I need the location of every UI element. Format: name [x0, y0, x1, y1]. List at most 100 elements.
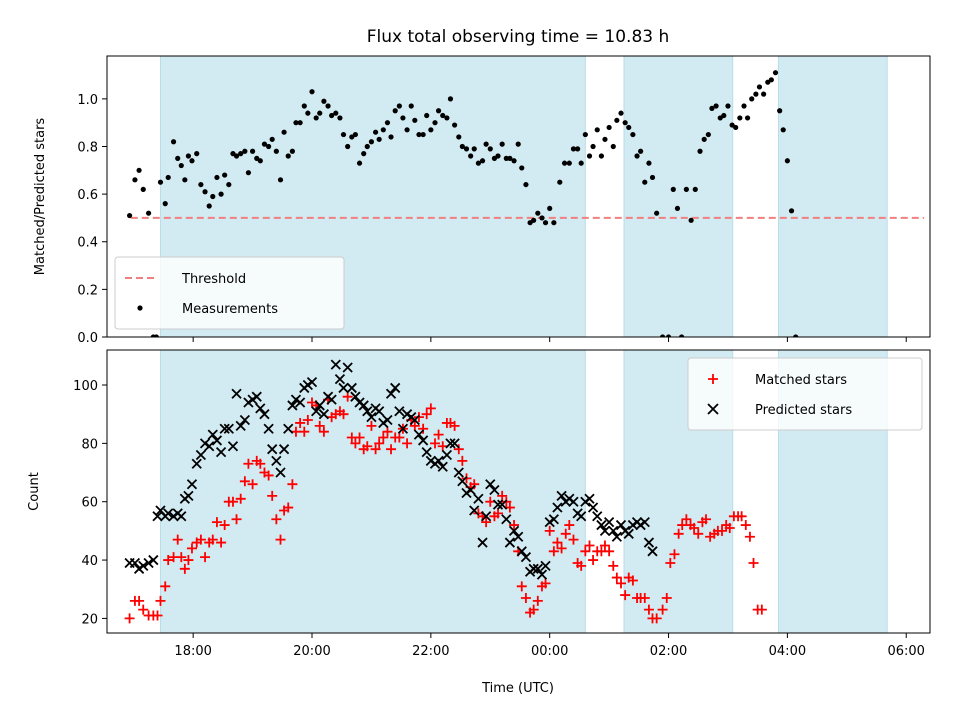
data-point [660, 334, 666, 337]
data-point [504, 502, 515, 513]
data-point [578, 160, 584, 166]
data-point [306, 376, 318, 388]
legend-swatch [137, 305, 143, 311]
data-point [374, 438, 385, 449]
data-point [639, 516, 650, 528]
data-point [457, 476, 468, 487]
data-point [753, 91, 759, 97]
data-point [321, 98, 327, 104]
data-point [497, 490, 508, 501]
data-point [278, 444, 290, 455]
data-point [552, 502, 563, 513]
ratio-panel: 0.0 0.2 0.4 0.6 0.8 1.0 Matched/Predicted star… [33, 55, 931, 346]
data-point [129, 557, 141, 569]
data-point [721, 112, 727, 119]
data-point [162, 201, 168, 207]
data-point [380, 127, 386, 133]
data-point [705, 131, 711, 138]
data-point [207, 429, 218, 440]
data-point [233, 153, 240, 159]
data-point [305, 110, 311, 116]
data-point [170, 139, 177, 145]
data-point [183, 490, 194, 502]
data-point [614, 117, 620, 123]
data-point [489, 484, 500, 496]
data-point [777, 108, 783, 114]
data-point [679, 334, 685, 337]
x-tick-label: 04:00 [769, 644, 806, 659]
data-point [132, 177, 138, 183]
data-point [556, 543, 567, 554]
data-point [556, 490, 567, 502]
data-point [568, 496, 579, 507]
data-point [453, 467, 464, 478]
legend-swatch [708, 374, 718, 384]
data-point [580, 546, 591, 557]
data-point [386, 444, 397, 455]
data-point [582, 131, 588, 138]
data-point [744, 531, 755, 542]
data-point [590, 143, 596, 150]
data-point [302, 415, 313, 426]
data-point [692, 186, 698, 192]
data-point [485, 479, 496, 490]
data-point [362, 441, 373, 452]
data-point [532, 563, 543, 574]
data-point [616, 578, 627, 589]
data-point [627, 575, 638, 586]
data-point [457, 455, 468, 466]
data-point [449, 420, 460, 431]
data-point [186, 479, 198, 490]
data-point [620, 590, 631, 601]
data-point [669, 549, 680, 560]
data-point [576, 560, 587, 571]
data-point [615, 519, 627, 531]
data-point [623, 528, 634, 539]
data-point [394, 406, 405, 417]
data-point [497, 499, 508, 510]
data-point [382, 414, 393, 426]
data-point [311, 406, 322, 417]
data-point [259, 409, 270, 420]
data-point [551, 220, 557, 226]
y-tick-label: 0.4 [77, 236, 98, 251]
data-point [528, 604, 539, 615]
data-point [275, 467, 286, 478]
data-point [293, 120, 299, 126]
data-point [480, 511, 492, 522]
data-point [417, 435, 429, 446]
data-point [255, 403, 266, 414]
data-point [548, 546, 559, 557]
data-point [575, 146, 581, 152]
data-point [145, 210, 152, 216]
data-point [586, 153, 593, 159]
data-point [396, 103, 402, 109]
data-point [748, 557, 759, 568]
data-point [445, 438, 456, 449]
legend-box [687, 357, 923, 431]
data-point [646, 160, 652, 166]
data-point [210, 193, 216, 200]
data-point [768, 77, 774, 83]
data-point [267, 444, 278, 455]
data-point [219, 423, 230, 434]
data-point [465, 484, 476, 496]
data-point [378, 432, 389, 443]
y-tick-label: 20 [81, 612, 98, 627]
data-point [557, 179, 563, 185]
data-point [362, 406, 373, 417]
x-tick-label: 20:00 [293, 644, 330, 659]
data-point [638, 148, 644, 154]
data-point [342, 362, 353, 373]
data-point [394, 432, 405, 443]
data-point [596, 519, 607, 531]
data-point [608, 560, 619, 571]
data-point [576, 511, 587, 522]
data-point [269, 136, 275, 142]
data-point [191, 458, 202, 469]
data-point [444, 115, 450, 121]
data-point [733, 124, 739, 131]
data-point [206, 203, 212, 209]
data-point [756, 84, 763, 90]
